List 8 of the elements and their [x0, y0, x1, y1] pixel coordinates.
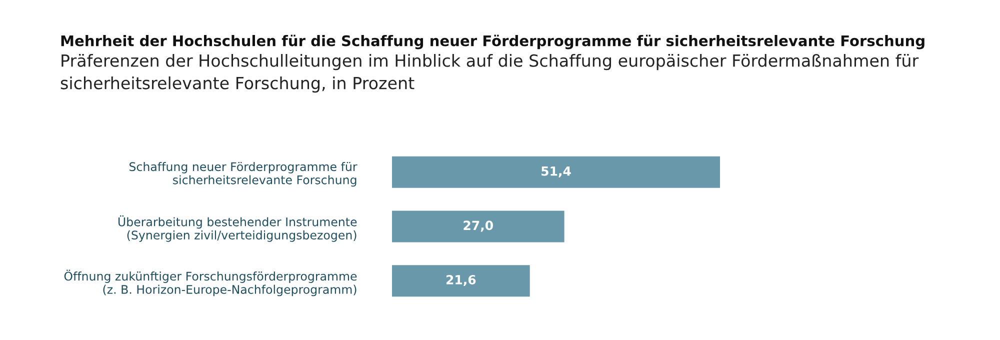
- chart-title: Mehrheit der Hochschulen für die Schaffung neuer Förderprogramme für sicherheitsrelevante Forschung: [61, 34, 924, 50]
- data-label: 51,4: [542, 166, 571, 178]
- y-tick-label: Überarbeitung bestehender Instrumente (Synergien zivil/verteidigungsbezogen): [118, 215, 357, 242]
- y-tick-label: Schaffung neuer Förderprogramme für sicherheitsrelevante Forschung: [129, 162, 358, 187]
- chart-subtitle: Präferenzen der Hochschulleitungen im Hinblick auf die Schaffung europäischer Fördermaßnahmen für sicherheitsrelevante Forschung, in Prozent: [60, 54, 919, 93]
- data-label: 27,0: [464, 220, 493, 232]
- data-label: 21,6: [446, 275, 476, 286]
- y-tick-label: Öffnung zukünftiger Forschungsförderprogramme (z. B. Horizon-Europe-Nachfolgeprogramm): [64, 270, 357, 296]
